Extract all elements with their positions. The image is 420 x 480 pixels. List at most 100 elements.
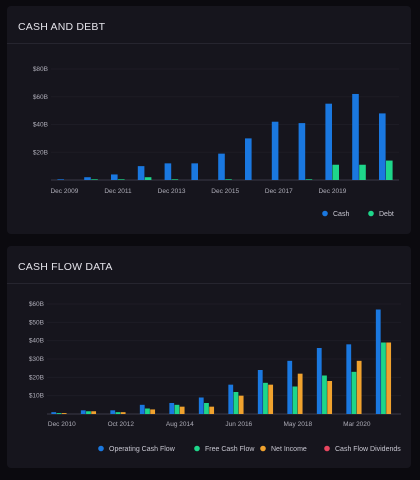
- x-tick-label: Mar 2020: [343, 421, 371, 428]
- bar-free-cash-flow: [115, 412, 121, 414]
- bar-operating-cash-flow: [139, 404, 145, 414]
- bar-operating-cash-flow: [346, 344, 352, 414]
- y-tick-label: $20B: [33, 149, 48, 156]
- bar-net-income: [91, 411, 97, 414]
- cash-flow-title: CASH FLOW DATA: [18, 261, 113, 273]
- bar-debt: [359, 164, 366, 180]
- bar-cash: [325, 103, 332, 180]
- bar-cash: [137, 166, 145, 181]
- legend-label: Cash Flow Dividends: [335, 446, 401, 453]
- bar-operating-cash-flow: [228, 384, 234, 414]
- bar-cash: [164, 163, 172, 180]
- x-tick-label: Dec 2013: [158, 188, 186, 195]
- bar-cash: [298, 123, 306, 180]
- bar-free-cash-flow: [322, 375, 327, 414]
- bar-net-income: [356, 360, 362, 414]
- cash-flow-panel: CASH FLOW DATA $10B $20B $30B $40B $50B $60B D…: [7, 246, 411, 468]
- cash-debt-panel: CASH AND DEBT $20B $40B $60B $80B Dec 2009 De…: [7, 6, 411, 234]
- y-tick-label: $30B: [29, 356, 44, 363]
- bar-net-income: [209, 406, 215, 414]
- bar-cash: [218, 153, 225, 180]
- bar-net-income: [61, 413, 67, 414]
- bar-operating-cash-flow: [169, 403, 175, 414]
- bar-net-income: [150, 409, 156, 414]
- legend-label: Operating Cash Flow: [109, 446, 176, 453]
- bar-debt: [144, 177, 152, 180]
- legend-swatch: [368, 210, 374, 217]
- bar-free-cash-flow: [233, 392, 239, 414]
- bar-debt: [386, 160, 393, 180]
- x-tick-label: Oct 2012: [108, 421, 135, 428]
- bar-operating-cash-flow: [287, 360, 293, 414]
- bar-operating-cash-flow: [375, 309, 381, 414]
- legend-swatch: [324, 445, 330, 452]
- bar-debt: [332, 164, 339, 180]
- x-tick-label: Dec 2015: [211, 188, 239, 195]
- bar-cash: [84, 177, 91, 180]
- y-tick-label: $60B: [29, 301, 44, 308]
- legend-label: Net Income: [271, 446, 307, 453]
- legend-label: Cash: [333, 211, 349, 218]
- x-tick-label: Jun 2016: [225, 421, 252, 428]
- legend-swatch: [98, 445, 104, 452]
- bar-free-cash-flow: [292, 386, 298, 414]
- bar-operating-cash-flow: [51, 412, 57, 414]
- x-tick-label: Dec 2019: [318, 188, 346, 195]
- legend-swatch: [260, 445, 266, 452]
- y-tick-label: $60B: [33, 94, 48, 101]
- y-tick-label: $10B: [29, 393, 44, 400]
- bar-cash: [271, 121, 279, 180]
- panel-divider: [7, 43, 411, 44]
- bar-net-income: [297, 373, 303, 414]
- x-tick-label: Dec 2017: [265, 188, 293, 195]
- legend-swatch: [194, 445, 200, 452]
- legend-swatch: [322, 210, 328, 217]
- bar-free-cash-flow: [145, 408, 150, 414]
- bar-debt: [91, 179, 98, 180]
- bar-net-income: [268, 384, 274, 414]
- bar-debt: [225, 179, 232, 180]
- x-tick-label: Dec 2009: [50, 188, 78, 195]
- x-tick-label: Aug 2014: [166, 421, 194, 428]
- cash-debt-chart: $20B $40B $60B $80B Dec 2009 Dec 2011 Dec 2013…: [33, 66, 399, 218]
- bar-free-cash-flow: [56, 413, 62, 414]
- bar-debt: [118, 179, 125, 180]
- bar-free-cash-flow: [351, 371, 357, 414]
- bar-cash: [111, 174, 118, 180]
- bar-operating-cash-flow: [198, 397, 204, 414]
- y-tick-label: $40B: [29, 338, 44, 345]
- y-tick-label: $40B: [33, 122, 48, 129]
- bar-free-cash-flow: [381, 342, 386, 414]
- legend-label: Debt: [379, 211, 394, 218]
- bar-operating-cash-flow: [80, 410, 86, 414]
- cash-debt-title: CASH AND DEBT: [18, 21, 106, 33]
- bar-debt: [171, 179, 179, 180]
- bar-free-cash-flow: [174, 404, 180, 414]
- cash-flow-chart: $10B $20B $30B $40B $50B $60B Dec 2010 Oct 2012…: [29, 301, 401, 453]
- bar-net-income: [179, 406, 185, 414]
- bar-operating-cash-flow: [110, 410, 116, 414]
- bar-debt: [305, 179, 313, 180]
- bar-cash: [352, 93, 359, 180]
- y-tick-label: $50B: [29, 319, 44, 326]
- x-tick-label: Dec 2010: [48, 421, 76, 428]
- bar-net-income: [238, 395, 244, 414]
- bar-net-income: [386, 342, 392, 414]
- bar-cash: [57, 179, 64, 180]
- y-tick-label: $20B: [29, 374, 44, 381]
- x-tick-label: May 2018: [284, 421, 313, 428]
- bar-cash: [379, 113, 386, 180]
- bar-net-income: [327, 381, 333, 414]
- x-tick-label: Dec 2011: [104, 188, 132, 195]
- bar-operating-cash-flow: [316, 348, 322, 414]
- bar-cash: [245, 138, 252, 181]
- legend-label: Free Cash Flow: [205, 446, 255, 453]
- bar-cash: [191, 163, 198, 180]
- bar-operating-cash-flow: [257, 370, 263, 414]
- bar-free-cash-flow: [86, 411, 91, 414]
- bar-net-income: [120, 412, 126, 414]
- panel-divider: [7, 283, 411, 284]
- y-tick-label: $80B: [33, 66, 48, 73]
- bar-free-cash-flow: [204, 403, 209, 414]
- bar-free-cash-flow: [263, 382, 268, 414]
